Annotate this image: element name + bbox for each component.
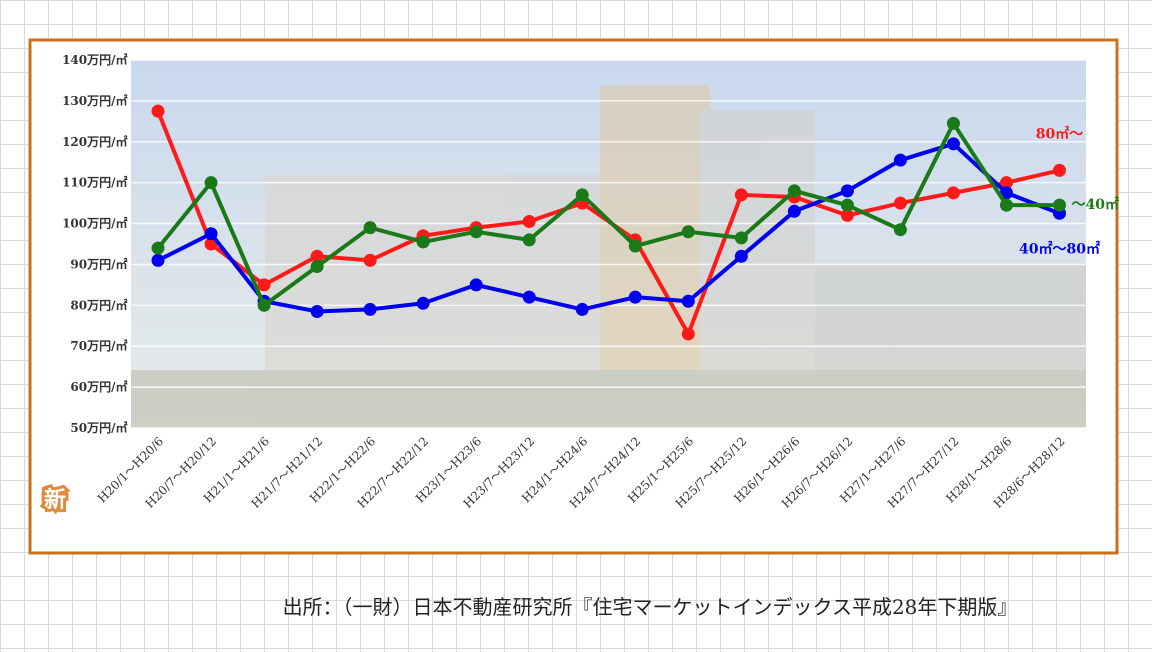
data-point	[840, 208, 854, 222]
data-point	[840, 198, 854, 212]
data-point	[946, 137, 960, 151]
data-point	[363, 253, 377, 267]
series-label: ～40㎡	[1071, 196, 1118, 213]
data-point	[946, 116, 960, 130]
data-point	[840, 184, 854, 198]
data-point	[734, 188, 748, 202]
data-point	[363, 221, 377, 235]
data-point	[416, 296, 430, 310]
data-point	[575, 302, 589, 316]
badge: 新	[44, 487, 66, 513]
y-tick-label: 70万円/㎡	[70, 338, 127, 353]
data-point	[257, 278, 271, 292]
data-point	[522, 290, 536, 304]
data-point	[575, 188, 589, 202]
data-point	[893, 153, 907, 167]
y-tick-label: 100万円/㎡	[62, 216, 127, 231]
data-point	[999, 186, 1013, 200]
series-label: 40㎡～80㎡	[1019, 240, 1100, 257]
data-point	[787, 184, 801, 198]
data-point	[257, 298, 271, 312]
data-point	[999, 176, 1013, 190]
data-point	[681, 294, 695, 308]
data-point	[1052, 163, 1066, 177]
data-point	[151, 241, 165, 255]
data-point	[628, 239, 642, 253]
data-point	[151, 104, 165, 118]
source-note: 出所：（一財）日本不動産研究所『住宅マーケットインデックス平成28年下期版』	[283, 595, 1018, 619]
y-tick-label: 110万円/㎡	[62, 175, 127, 190]
y-tick-label: 50万円/㎡	[70, 420, 127, 435]
data-point	[204, 176, 218, 190]
series-label: 80㎡～	[1036, 125, 1083, 142]
data-point	[1052, 198, 1066, 212]
data-point	[893, 223, 907, 237]
data-point	[469, 278, 483, 292]
data-point	[522, 215, 536, 229]
data-point	[416, 235, 430, 249]
data-point	[151, 253, 165, 267]
data-point	[310, 259, 324, 273]
data-point	[734, 249, 748, 263]
data-point	[469, 225, 483, 239]
data-point	[734, 231, 748, 245]
series-line	[157, 141, 1061, 314]
data-point	[363, 302, 377, 316]
data-point	[204, 227, 218, 241]
data-point	[310, 304, 324, 318]
data-point	[628, 290, 642, 304]
data-point	[522, 233, 536, 247]
data-point	[946, 186, 960, 200]
y-tick-label: 140万円/㎡	[62, 52, 127, 67]
data-point	[681, 327, 695, 341]
data-point	[310, 249, 324, 263]
data-point	[893, 196, 907, 210]
y-tick-label: 60万円/㎡	[70, 379, 127, 394]
data-point	[999, 198, 1013, 212]
data-point	[787, 204, 801, 218]
y-tick-label: 80万円/㎡	[70, 297, 127, 312]
data-point	[681, 225, 695, 239]
y-tick-label: 120万円/㎡	[62, 134, 127, 149]
series-line	[156, 121, 1060, 308]
y-tick-label: 90万円/㎡	[70, 256, 127, 271]
y-tick-label: 130万円/㎡	[62, 93, 127, 108]
